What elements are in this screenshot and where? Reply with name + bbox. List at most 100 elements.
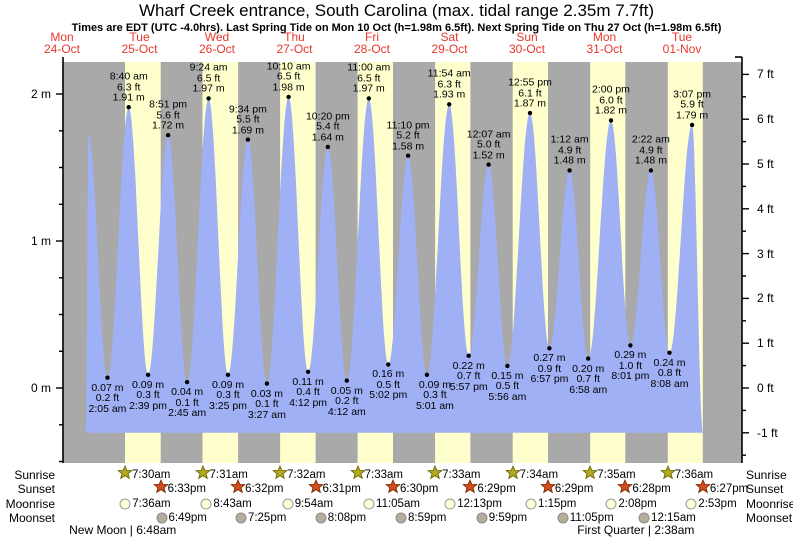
right-axis-tick-label: -1 ft bbox=[757, 425, 778, 440]
tide-annotation-line: 10:10 am bbox=[266, 60, 311, 73]
sunrise-row-label-right: Sunrise bbox=[746, 468, 787, 482]
sunset-time: 6:29pm bbox=[554, 483, 594, 496]
tide-annotation-line: 1.72 m bbox=[152, 119, 185, 132]
day-name: Tue bbox=[129, 30, 150, 44]
tide-annotation-line: 0.09 m bbox=[418, 378, 451, 391]
tide-extreme-dot bbox=[184, 379, 190, 385]
right-axis-tick-label: 7 ft bbox=[757, 67, 774, 82]
tide-annotation-line: 1.58 m bbox=[391, 140, 425, 153]
high-tide-annotation: 11:00 am 6.5 ft 1.97 m bbox=[347, 63, 390, 95]
tide-annotation-line: 0.7 ft bbox=[576, 373, 600, 386]
day-name: Mon bbox=[50, 30, 74, 44]
tide-annotation-line: 6.5 ft bbox=[357, 72, 381, 85]
low-tide-annotation: 0.29 m 1.0 ft 8:01 pm bbox=[611, 350, 649, 382]
moonset-circle bbox=[476, 512, 488, 524]
moonset-row-label-right: Moonset bbox=[746, 510, 793, 525]
moonset-icon bbox=[315, 512, 327, 524]
sunrise-icon bbox=[582, 464, 599, 485]
low-tide-annotation: 0.09 m 0.3 ft 3:25 pm bbox=[209, 380, 247, 412]
high-tide-annotation: 2:00 pm 6.0 ft 1.82 m bbox=[592, 85, 630, 117]
moonrise-time: 8:43am bbox=[213, 497, 252, 510]
tide-annotation-line: 9:34 pm bbox=[228, 103, 267, 116]
day-name: Tue bbox=[671, 30, 693, 44]
high-tide-annotation: 10:20 pm 5.4 ft 1.64 m bbox=[306, 111, 350, 143]
tide-annotation-line: 5:02 pm bbox=[369, 389, 408, 402]
moonset-row-label-left: Moonset bbox=[8, 510, 55, 525]
low-tide-annotation: 0.22 m 0.7 ft 5:57 pm bbox=[450, 361, 488, 393]
day-date: 26-Oct bbox=[198, 42, 236, 56]
moonrise-icon bbox=[119, 498, 131, 509]
tide-annotation-line: 5:57 pm bbox=[449, 380, 488, 393]
day-date: 31-Oct bbox=[586, 42, 623, 56]
moonrise-row-label-left: Moonrise bbox=[5, 496, 55, 511]
moonrise-icon bbox=[525, 498, 537, 509]
sunrise-icon bbox=[659, 464, 676, 485]
day-label: Tue 01-Nov bbox=[663, 31, 702, 55]
tide-annotation-line: 4:12 am bbox=[327, 405, 366, 418]
high-tide-annotation: 12:07 am 5.0 ft 1.52 m bbox=[467, 129, 511, 161]
sunrise-time: 7:31am bbox=[209, 469, 248, 481]
low-tide-annotation: 0.05 m 0.2 ft 4:12 am bbox=[328, 386, 366, 418]
moonrise-time: 2:08pm bbox=[618, 497, 657, 510]
low-tide-annotation: 0.24 m 0.8 ft 8:08 am bbox=[651, 358, 689, 390]
tide-extreme-dot bbox=[286, 94, 291, 100]
tide-annotation-line: 1.97 m bbox=[192, 82, 225, 95]
moonset-icon bbox=[638, 512, 650, 524]
sunrise-time: 7:36am bbox=[674, 469, 714, 481]
moonset-time: 8:59pm bbox=[408, 511, 447, 524]
tide-annotation-line: 0.8 ft bbox=[657, 367, 682, 380]
moonset-icon bbox=[156, 512, 167, 524]
tide-annotation-line: 11:10 pm bbox=[386, 119, 430, 132]
left-axis-tick-label: 2 m bbox=[30, 87, 51, 101]
tide-extreme-dot bbox=[165, 133, 171, 138]
day-name: Wed bbox=[204, 30, 230, 44]
tide-annotation-line: 3:07 pm bbox=[673, 88, 712, 101]
tide-annotation-line: 1.98 m bbox=[272, 81, 305, 94]
tide-annotation-line: 0.5 ft bbox=[376, 378, 400, 391]
high-tide-annotation: 1:12 am 4.9 ft 1.48 m bbox=[551, 135, 589, 167]
tide-annotation-line: 6:57 pm bbox=[530, 373, 569, 386]
tide-annotation-line: 5:56 am bbox=[488, 390, 527, 403]
low-tide-annotation: 0.09 m 0.3 ft 2:39 pm bbox=[129, 380, 167, 412]
sunrise-time: 7:30am bbox=[131, 469, 171, 481]
sunset-time: 6:27pm bbox=[709, 483, 749, 496]
tide-extreme-dot bbox=[466, 353, 471, 358]
tide-extreme-dot bbox=[505, 363, 510, 369]
moonset-circle bbox=[638, 512, 650, 524]
high-tide-annotation: 11:54 am 6.3 ft 1.93 m bbox=[428, 69, 471, 101]
tide-annotation-line: 12:07 am bbox=[466, 128, 511, 141]
tide-extreme-dot bbox=[366, 96, 371, 101]
moonset-time: 9:59pm bbox=[488, 511, 528, 524]
tide-extreme-dot bbox=[325, 144, 331, 150]
tide-annotation-line: 8:40 am bbox=[109, 70, 148, 83]
right-axis-tick-label: 4 ft bbox=[757, 201, 774, 216]
sunrise-time: 7:32am bbox=[287, 469, 326, 481]
moonrise-icon bbox=[200, 498, 212, 509]
day-name: Sat bbox=[440, 30, 459, 44]
page-title: Wharf Creek entrance, South Carolina (ma… bbox=[139, 1, 654, 20]
tide-annotation-line: 0.20 m bbox=[572, 362, 605, 375]
sunrise-time: 7:35am bbox=[597, 469, 636, 481]
day-label: Fri 28-Oct bbox=[354, 31, 390, 55]
tide-extreme-dot bbox=[424, 372, 430, 377]
tide-annotation-line: 11:54 am bbox=[427, 67, 471, 80]
tide-annotation-line: 0.22 m bbox=[452, 359, 485, 372]
sunset-row-label-left: Sunset bbox=[17, 482, 55, 497]
tide-extreme-dot bbox=[344, 378, 349, 383]
tide-annotation-line: 0.2 ft bbox=[335, 395, 359, 408]
day-name: Sun bbox=[516, 30, 538, 44]
tide-annotation-line: 0.2 ft bbox=[95, 392, 120, 405]
tide-annotation-line: 8:51 pm bbox=[149, 98, 188, 111]
tide-annotation-line: 2:00 pm bbox=[591, 83, 630, 96]
tide-annotation-line: 8:01 pm bbox=[611, 370, 650, 383]
sunset-time: 6:28pm bbox=[632, 483, 671, 496]
moon-phase-note: First Quarter | 2:38am bbox=[577, 523, 695, 537]
moonrise-time: 9:54am bbox=[294, 497, 334, 510]
moonset-circle bbox=[395, 512, 407, 524]
right-axis-tick-label: 6 ft bbox=[757, 112, 774, 127]
day-date: 01-Nov bbox=[662, 42, 702, 56]
tide-annotation-line: 0.5 ft bbox=[495, 380, 520, 393]
tide-extreme-dot bbox=[126, 105, 131, 110]
right-axis-tick-label: 3 ft bbox=[757, 246, 774, 261]
tide-extreme-dot bbox=[447, 102, 452, 107]
